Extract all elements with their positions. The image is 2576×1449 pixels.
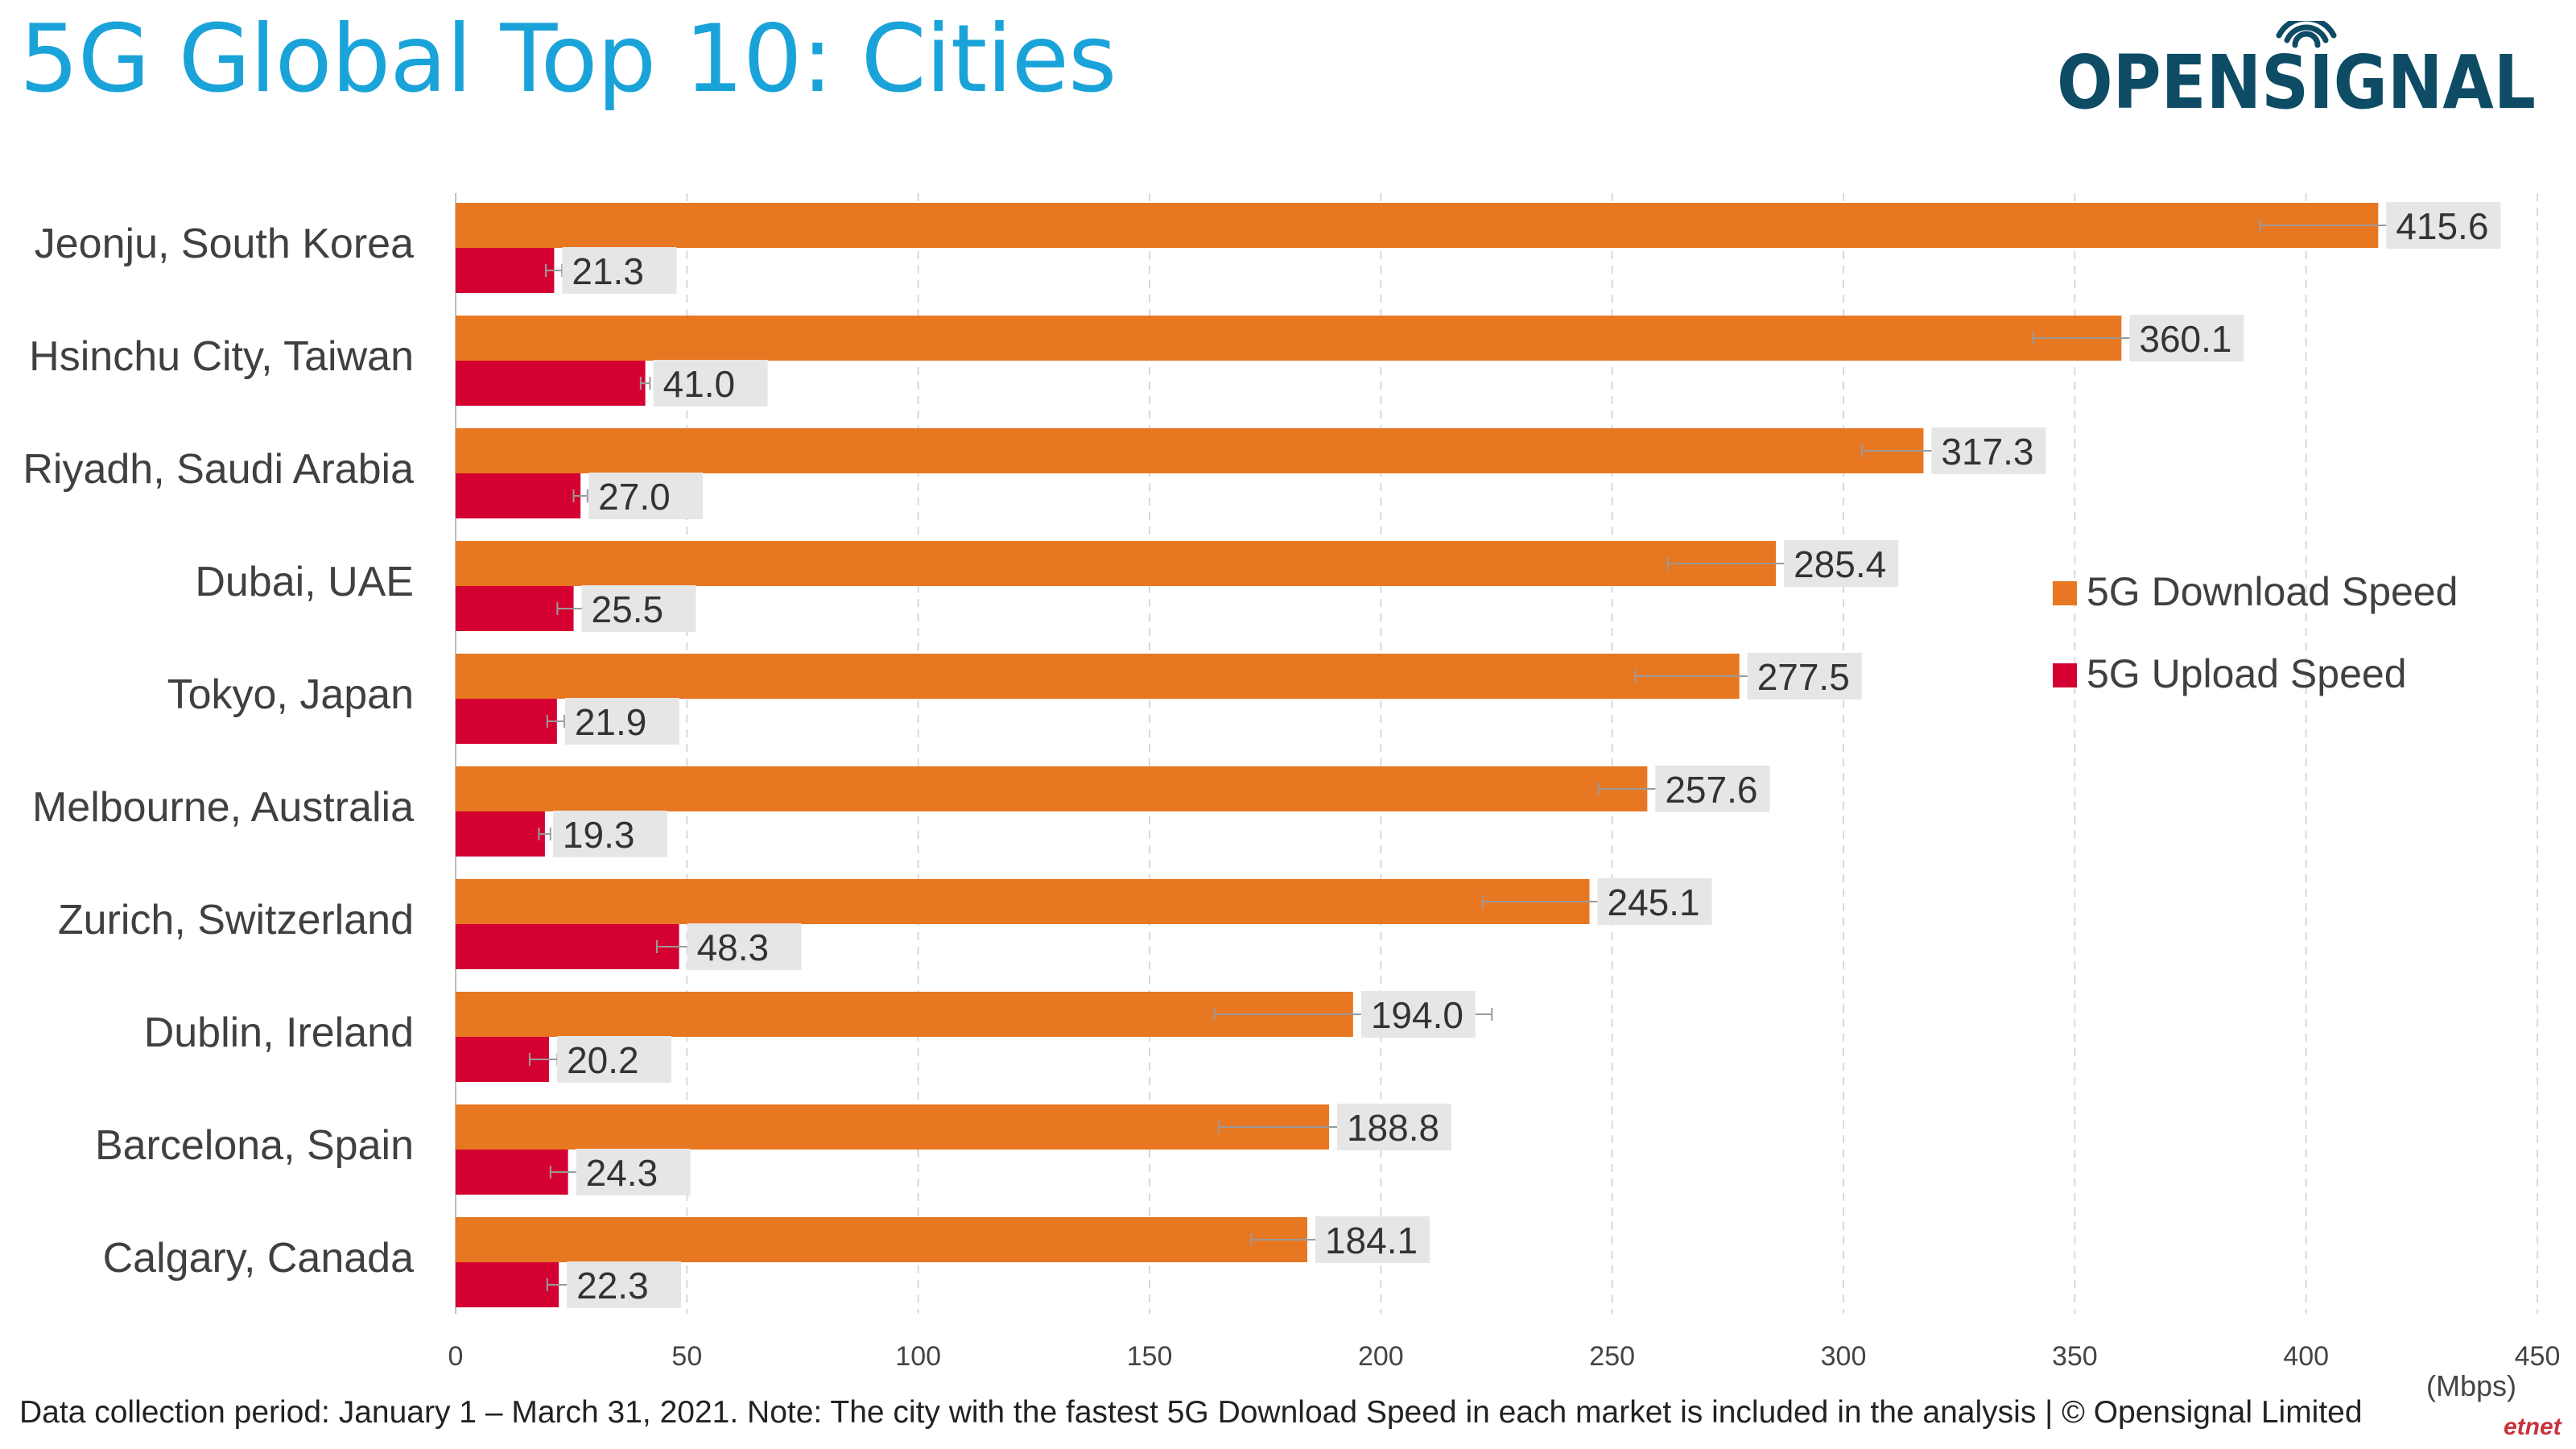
data-label-bg <box>564 698 679 745</box>
data-label-bg <box>1336 1104 1451 1150</box>
chart-title: 5G Global Top 10: Cities <box>19 5 1117 114</box>
data-label: 184.1 <box>1325 1220 1418 1261</box>
data-label: 21.3 <box>572 250 644 292</box>
data-label-bg <box>1747 653 1862 700</box>
data-label-bg <box>1315 1216 1430 1263</box>
footnote: Data collection period: January 1 – Marc… <box>19 1395 2363 1430</box>
download-bar <box>456 203 2379 248</box>
download-bar <box>456 428 1924 473</box>
category-label: Tokyo, Japan <box>167 671 414 718</box>
data-label-bg <box>687 923 802 970</box>
category-label: Jeonju, South Korea <box>35 221 414 267</box>
upload-bar <box>456 361 646 406</box>
data-label: 188.8 <box>1347 1107 1439 1149</box>
legend-label: 5G Download Speed <box>2087 569 2458 614</box>
download-bar <box>456 316 2122 361</box>
data-label-bg <box>567 1261 682 1308</box>
x-tick-label: 350 <box>2052 1341 2098 1372</box>
data-label-bg <box>2129 315 2244 361</box>
svg-text:OPENSIGNAL: OPENSIGNAL <box>2057 39 2536 118</box>
x-tick-label: 400 <box>2283 1341 2329 1372</box>
legend-swatch-upload <box>2053 663 2077 687</box>
legend: 5G Download Speed 5G Upload Speed <box>2053 569 2458 696</box>
data-label-bg <box>1931 427 2046 474</box>
data-label: 22.3 <box>576 1265 649 1307</box>
data-label: 41.0 <box>663 363 736 405</box>
watermark-logo: etnet <box>2504 1414 2562 1440</box>
x-tick-label: 200 <box>1358 1341 1404 1372</box>
download-bar <box>456 654 1740 699</box>
data-labels: 415.6 21.3 360.1 41.0 317.3 27.0 285.4 25.5 277.… <box>552 202 2501 1308</box>
data-label: 19.3 <box>563 814 635 856</box>
data-label-bg <box>552 811 667 857</box>
opensignal-logo-graphic: OPENSIGNAL <box>2057 15 2536 126</box>
download-bar <box>456 766 1648 811</box>
data-label: 245.1 <box>1608 881 1700 923</box>
data-label: 317.3 <box>1941 431 2033 473</box>
data-label: 21.9 <box>575 701 647 743</box>
x-tick-label: 0 <box>448 1341 464 1372</box>
x-axis-ticks: 0 50 100 150 200 250 300 350 400 450(Mbps) <box>448 1341 2561 1402</box>
category-label: Dubai, UAE <box>195 559 414 605</box>
data-label-bg <box>1360 991 1476 1038</box>
data-label-bg <box>1784 540 1899 587</box>
upload-bar <box>456 1262 559 1307</box>
data-label: 24.3 <box>586 1152 658 1194</box>
upload-bar <box>456 1150 568 1195</box>
category-label: Barcelona, Spain <box>95 1122 414 1169</box>
upload-bar <box>456 586 574 631</box>
data-label: 20.2 <box>567 1039 639 1081</box>
data-label-bg <box>588 473 704 519</box>
upload-bar <box>456 924 679 969</box>
data-label: 257.6 <box>1665 769 1757 811</box>
category-label: Riyadh, Saudi Arabia <box>23 446 414 493</box>
data-label-bg <box>557 1036 672 1083</box>
data-label: 277.5 <box>1757 656 1850 698</box>
data-label-bg <box>562 247 677 294</box>
x-tick-label: 100 <box>895 1341 941 1372</box>
x-axis-unit: (Mbps) <box>2426 1369 2516 1402</box>
data-label: 27.0 <box>598 476 671 518</box>
data-label-bg <box>1597 878 1712 925</box>
data-label: 194.0 <box>1371 994 1463 1036</box>
bars <box>456 203 2432 1307</box>
upload-bar <box>456 473 581 518</box>
download-bar <box>456 992 1353 1037</box>
category-label: Melbourne, Australia <box>32 784 414 831</box>
category-labels: Jeonju, South Korea Hsinchu City, Taiwan R… <box>23 221 414 1282</box>
x-tick-label: 150 <box>1127 1341 1173 1372</box>
x-tick-label: 50 <box>671 1341 702 1372</box>
data-label: 360.1 <box>2139 318 2231 360</box>
upload-bar <box>456 811 545 857</box>
category-label: Zurich, Switzerland <box>58 897 414 943</box>
category-label: Calgary, Canada <box>103 1235 414 1282</box>
category-label: Hsinchu City, Taiwan <box>29 333 414 380</box>
legend-swatch-download <box>2053 581 2077 605</box>
upload-bar <box>456 248 555 293</box>
x-tick-label: 300 <box>1821 1341 1867 1372</box>
opensignal-logo: OPENSIGNAL <box>2057 15 2540 126</box>
data-label-bg <box>581 585 696 632</box>
download-bar <box>456 541 1777 586</box>
x-tick-label: 250 <box>1589 1341 1635 1372</box>
download-bar <box>456 879 1590 924</box>
data-label: 25.5 <box>592 588 664 630</box>
data-label: 415.6 <box>2396 205 2488 247</box>
data-label-bg <box>653 360 768 407</box>
data-label: 285.4 <box>1794 543 1886 585</box>
download-bar <box>456 1217 1307 1262</box>
data-label-bg <box>1655 766 1770 812</box>
x-tick-label: 450 <box>2515 1341 2561 1372</box>
data-label: 48.3 <box>697 927 770 968</box>
category-label: Dublin, Ireland <box>144 1009 414 1056</box>
legend-label: 5G Upload Speed <box>2087 651 2407 696</box>
download-bar <box>456 1104 1329 1150</box>
data-label-bg <box>2386 202 2501 249</box>
upload-bar <box>456 699 557 744</box>
data-label-bg <box>576 1149 691 1195</box>
